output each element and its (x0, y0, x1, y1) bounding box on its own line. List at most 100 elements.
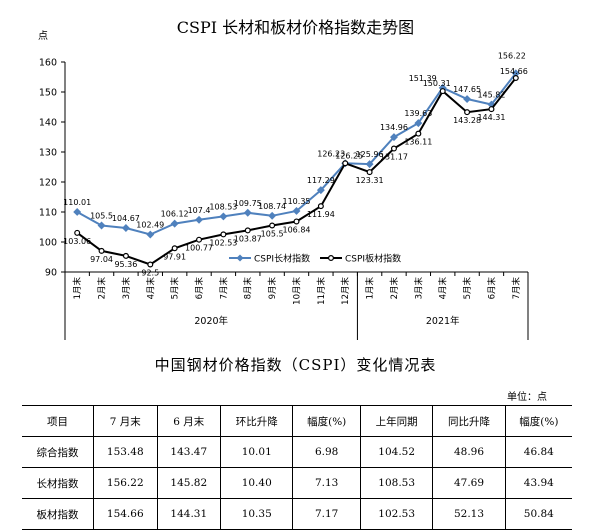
long-data-label: 106.12 (161, 210, 189, 219)
x-tick-label: 10月末 (291, 277, 302, 305)
x-tick-label: 3月末 (121, 277, 132, 300)
plate-data-label: 102.53 (209, 238, 237, 247)
legend-long-label: CSPI长材指数 (254, 253, 310, 265)
x-tick-label: 2月末 (389, 277, 400, 300)
plate-data-point (74, 229, 81, 236)
long-data-label: 110.01 (63, 198, 91, 207)
header-last-year: 上年同期 (359, 405, 433, 437)
x-tick-label: 1月末 (72, 277, 83, 300)
header-mom-pct: 幅度(%) (292, 405, 361, 437)
plate-data-point (244, 227, 251, 234)
plate-data-label: 154.66 (500, 67, 528, 76)
plate-data-point (147, 261, 154, 268)
plate-data-point (488, 106, 495, 113)
plate-data-point (415, 130, 422, 137)
long-data-point (268, 211, 277, 220)
table-header-row: 项目 7 月末 6 月末 环比升降 幅度(%) 上年同期 同比升降 幅度(%) (22, 405, 572, 437)
table-row: 长材指数 156.22 145.82 10.40 7.13 108.53 47.… (22, 467, 572, 499)
header-yoy-change: 同比升降 (432, 405, 506, 437)
x-tick-label: 4月末 (438, 277, 449, 300)
plate-data-label: 111.94 (307, 210, 335, 219)
legend-plate-marker (328, 255, 335, 262)
long-data-label: 102.49 (136, 221, 164, 230)
table-cell: 108.53 (359, 467, 433, 499)
x-tick-label: 8月末 (243, 277, 254, 300)
table-cell: 144.31 (156, 498, 221, 530)
plate-data-label: 92.5 (141, 269, 159, 278)
x-tick-label: 4月末 (145, 277, 156, 300)
long-data-point (463, 95, 472, 104)
plate-series-line (76, 77, 517, 266)
y-tick-label: 110 (39, 208, 57, 219)
plate-data-label: 100.77 (185, 244, 213, 253)
long-data-point (316, 186, 325, 195)
plate-data-point (269, 222, 276, 229)
plate-data-label: 123.31 (356, 176, 384, 185)
plate-data-label: 136.11 (404, 138, 432, 147)
long-data-point (219, 212, 228, 221)
plate-data-point (122, 252, 129, 259)
chart-title: CSPI 长材和板材价格指数走势图 (176, 18, 415, 37)
table-cell: 50.84 (504, 498, 572, 530)
long-data-point (195, 215, 203, 224)
y-tick-label: 150 (39, 88, 57, 99)
long-data-point (170, 219, 179, 228)
plate-data-point (220, 231, 227, 238)
long-data-label: 108.53 (209, 202, 237, 211)
table-cell: 10.35 (220, 498, 293, 530)
table-cell: 102.53 (359, 498, 433, 530)
table-row: 综合指数 153.48 143.47 10.01 6.98 104.52 48.… (22, 436, 572, 468)
plate-data-point (439, 88, 446, 95)
plate-data-label: 143.28 (453, 116, 481, 125)
cspi-change-table: 项目 7 月末 6 月末 环比升降 幅度(%) 上年同期 同比升降 幅度(%) … (22, 405, 572, 530)
plate-data-label: 126.25 (335, 151, 363, 160)
x-tick-label: 5月末 (170, 277, 181, 300)
table-cell: 156.22 (93, 467, 158, 499)
x-tick-label: 9月末 (267, 277, 278, 300)
table-cell: 6.98 (292, 436, 361, 468)
plate-data-point (342, 160, 349, 167)
y-tick-label: 100 (39, 238, 57, 249)
y-tick-label: 130 (39, 148, 57, 159)
table-cell: 46.84 (504, 436, 572, 468)
long-data-label: 126.23 (317, 149, 345, 158)
long-data-point (121, 224, 130, 232)
table-cell: 143.47 (156, 436, 221, 468)
x-tick-label: 12月末 (340, 277, 351, 305)
table-cell: 104.52 (359, 436, 433, 468)
plate-data-point (317, 203, 324, 210)
header-yoy-pct: 幅度(%) (504, 405, 572, 437)
long-data-label: 139.63 (404, 109, 432, 118)
long-data-label: 151.39 (409, 74, 437, 83)
table-cell: 综合指数 (36, 446, 79, 459)
plate-data-point (98, 247, 105, 254)
plate-data-point (366, 169, 373, 176)
plate-data-point (171, 245, 178, 252)
plate-data-label: 106.84 (283, 225, 311, 234)
x-tick-label: 3月末 (413, 277, 424, 300)
table-unit-note: 单位：点 (507, 392, 547, 403)
table-cell: 145.82 (156, 467, 221, 499)
long-data-point (243, 208, 252, 217)
header-mom-change: 环比升降 (220, 405, 293, 437)
legend-long-marker (236, 254, 244, 262)
long-data-point (97, 221, 106, 230)
table-cell: 7.17 (292, 498, 361, 530)
long-data-label: 134.96 (380, 123, 408, 132)
plate-data-label: 97.91 (163, 252, 186, 261)
table-row: 板材指数 154.66 144.31 10.35 7.17 102.53 52.… (22, 498, 572, 530)
plate-data-point (293, 218, 300, 225)
long-data-label: 125.96 (356, 150, 384, 159)
long-data-label: 109.75 (234, 199, 262, 208)
long-data-label: 147.65 (453, 85, 481, 94)
plate-data-label: 105.5 (261, 230, 284, 239)
table-title: 中国钢材价格指数（CSPI）变化情况表 (154, 356, 437, 374)
legend-plate-label: CSPI板材指数 (345, 253, 401, 265)
x-tick-label: 11月末 (316, 277, 327, 305)
long-data-label: 104.67 (112, 214, 140, 223)
long-data-point (292, 206, 301, 215)
table-cell: 板材指数 (36, 508, 79, 521)
long-data-point (73, 208, 82, 216)
x-tick-label: 5月末 (462, 277, 473, 300)
x-tick-label: 7月末 (218, 277, 229, 300)
